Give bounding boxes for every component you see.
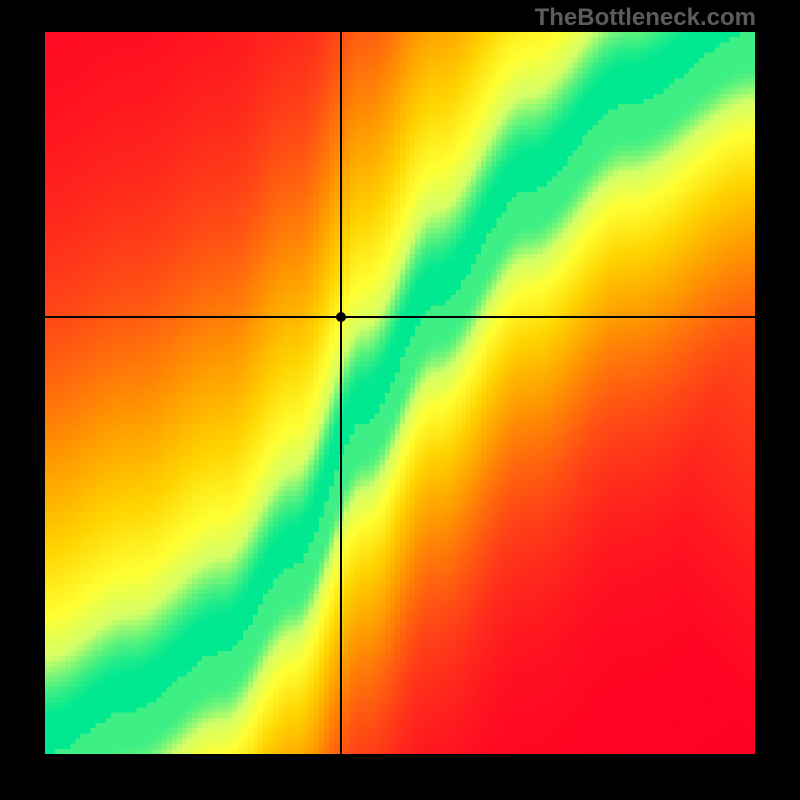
crosshair-vertical [340, 32, 342, 754]
crosshair-horizontal [45, 316, 755, 318]
watermark-text: TheBottleneck.com [535, 4, 756, 32]
bottleneck-heatmap [45, 32, 755, 754]
